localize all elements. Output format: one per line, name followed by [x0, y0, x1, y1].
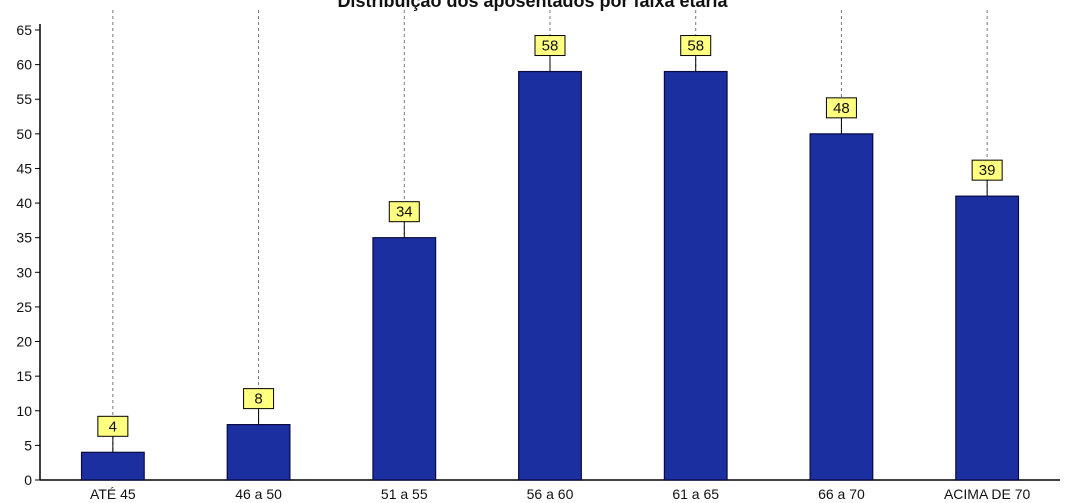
data-label-box: [97, 415, 129, 437]
bar: [372, 237, 437, 481]
data-label-box: [243, 388, 275, 410]
x-category-label: 61 a 65: [672, 486, 719, 502]
y-tick-label: 15: [16, 368, 32, 384]
y-tick-label: 20: [16, 334, 32, 350]
y-tick-label: 5: [24, 437, 32, 453]
bar: [518, 70, 582, 481]
data-label-box: [534, 35, 566, 57]
bar: [809, 133, 874, 481]
y-tick-label: 40: [16, 195, 32, 211]
data-label: 58: [542, 38, 559, 55]
y-tick-label: 10: [16, 403, 32, 419]
y-tick-label: 25: [16, 299, 32, 315]
y-tick-label: 45: [16, 160, 32, 176]
bar: [663, 70, 728, 481]
x-category-label: ACIMA DE 70: [944, 486, 1031, 502]
y-tick-label: 50: [16, 126, 32, 142]
data-label-box: [388, 201, 420, 223]
data-label: 58: [687, 38, 704, 55]
data-label: 48: [833, 100, 850, 117]
data-label-box: [680, 35, 712, 57]
x-category-label: 66 a 70: [818, 486, 865, 502]
data-label-box: [971, 159, 1003, 181]
data-label: 8: [254, 391, 262, 408]
y-tick-label: 55: [16, 91, 32, 107]
bar: [226, 424, 291, 481]
chart-title: Distribuição dos aposentados por faixa e…: [337, 0, 728, 11]
y-tick-label: 0: [24, 472, 32, 488]
data-label: 39: [979, 162, 996, 179]
data-label-box: [825, 97, 857, 119]
bar: [955, 195, 1020, 481]
y-tick-label: 60: [16, 57, 32, 73]
x-category-label: 56 a 60: [527, 486, 574, 502]
y-tick-label: 35: [16, 230, 32, 246]
data-label: 4: [109, 418, 117, 435]
x-category-label: ATÉ 45: [90, 486, 136, 502]
data-label: 34: [396, 204, 413, 221]
y-tick-label: 30: [16, 264, 32, 280]
y-tick-label: 65: [16, 22, 32, 38]
bar: [80, 451, 145, 481]
x-category-label: 46 a 50: [235, 486, 282, 502]
x-category-label: 51 a 55: [381, 486, 428, 502]
